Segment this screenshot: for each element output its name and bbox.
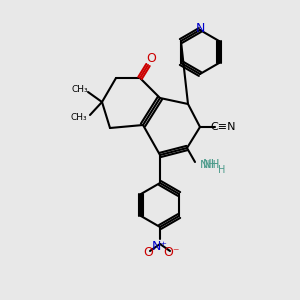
Text: C≡N: C≡N [210, 122, 236, 132]
Text: N⁺: N⁺ [152, 241, 168, 254]
Text: O: O [143, 247, 153, 260]
Text: CH₃: CH₃ [72, 85, 88, 94]
Text: NH: NH [200, 160, 216, 170]
Text: O⁻: O⁻ [164, 247, 180, 260]
Text: NH: NH [203, 158, 220, 172]
Text: O: O [146, 52, 156, 64]
Text: N: N [195, 22, 205, 35]
Text: CH₃: CH₃ [71, 113, 87, 122]
Text: H: H [218, 165, 226, 175]
